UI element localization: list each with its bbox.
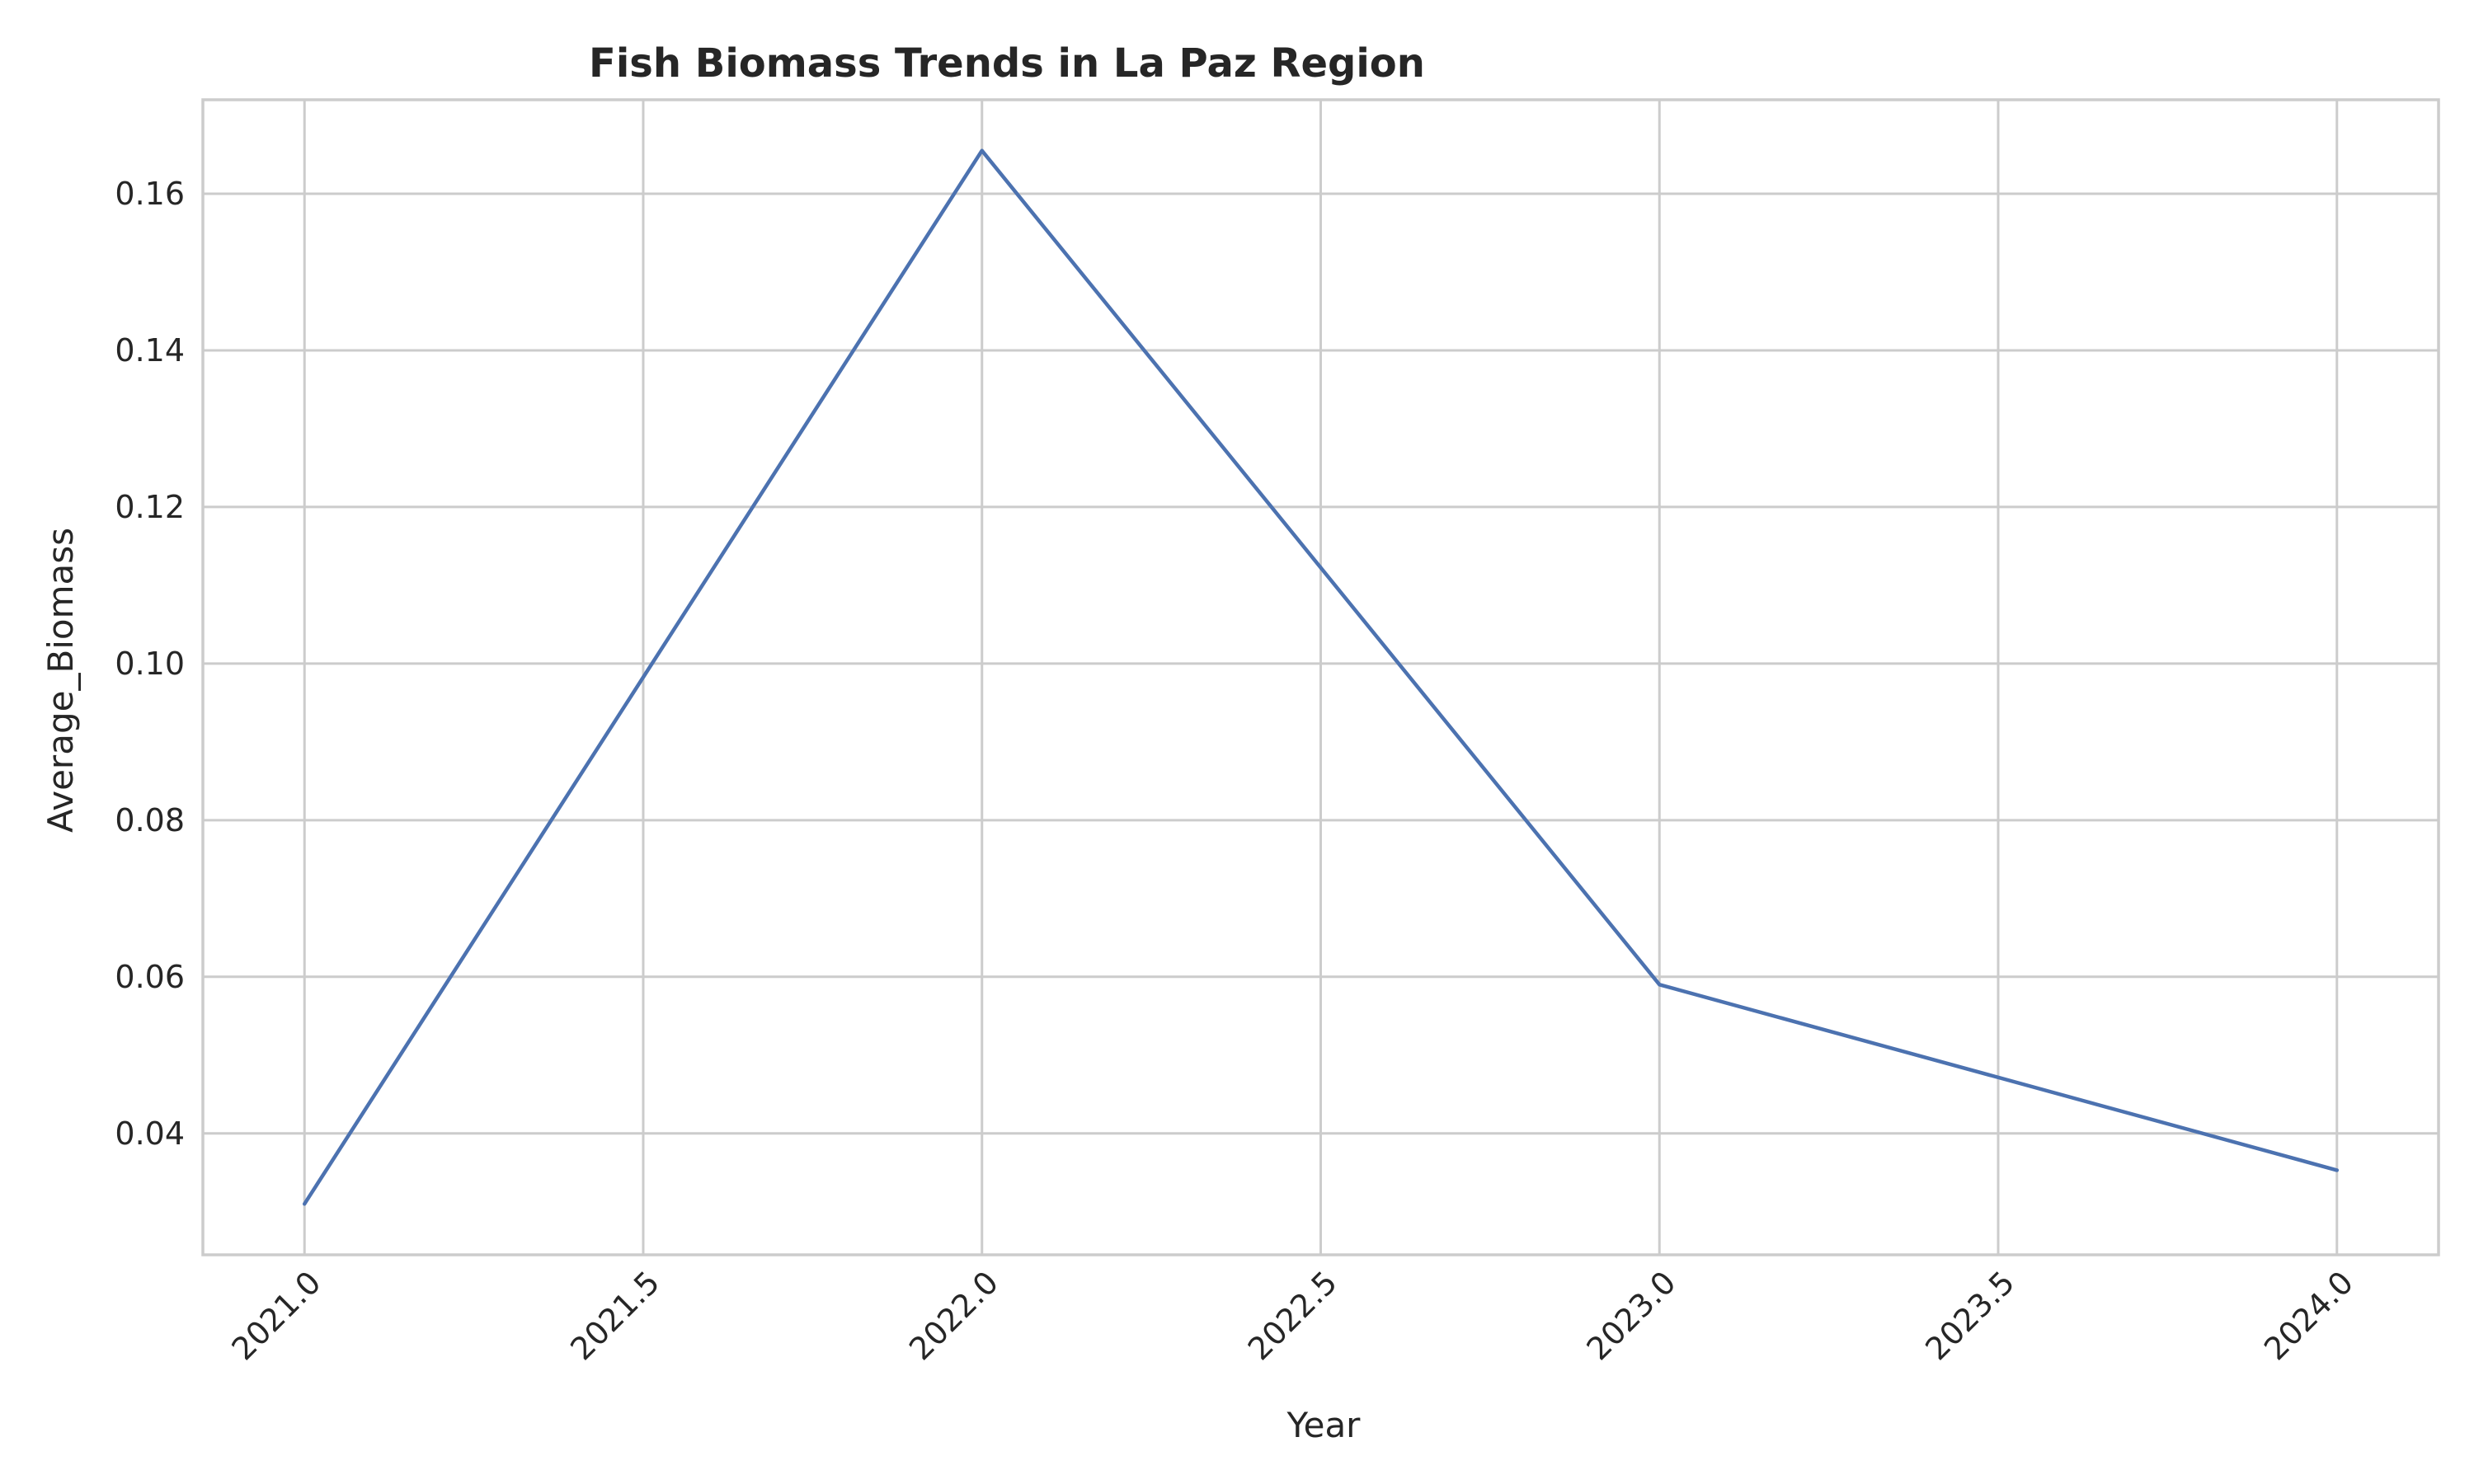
x-tick-label: 2022.5 [1241, 1264, 1344, 1367]
x-tick-label: 2023.0 [1579, 1264, 1682, 1367]
x-tick-label: 2024.0 [2257, 1264, 2360, 1367]
y-tick-label: 0.16 [115, 176, 185, 212]
grid [203, 100, 2439, 1255]
plot-frame [201, 98, 2440, 1256]
x-axis-label: Year [1286, 1405, 1362, 1445]
series-layer [302, 148, 2340, 1206]
y-tick-label: 0.10 [115, 646, 185, 682]
y-tick-label: 0.08 [115, 802, 185, 838]
x-tick-label: 2023.5 [1918, 1264, 2021, 1367]
y-axis-ticks: 0.04 0.06 0.08 0.10 0.12 0.14 0.16 [115, 176, 185, 1152]
x-tick-label: 2022.0 [902, 1264, 1005, 1367]
y-tick-label: 0.12 [115, 489, 185, 525]
y-tick-label: 0.06 [115, 959, 185, 995]
x-axis-ticks: 2021.0 2021.5 2022.0 2022.5 2023.0 2023.5 2024… [224, 1264, 2360, 1367]
y-tick-label: 0.14 [115, 332, 185, 369]
x-tick-label: 2021.5 [563, 1264, 666, 1367]
chart-title: Fish Biomass Trends in La Paz Region [589, 40, 1425, 87]
series-line [302, 148, 2340, 1206]
x-tick-label: 2021.0 [224, 1264, 327, 1367]
y-axis-label: Average_Biomass [40, 528, 81, 833]
y-tick-label: 0.04 [115, 1115, 185, 1152]
